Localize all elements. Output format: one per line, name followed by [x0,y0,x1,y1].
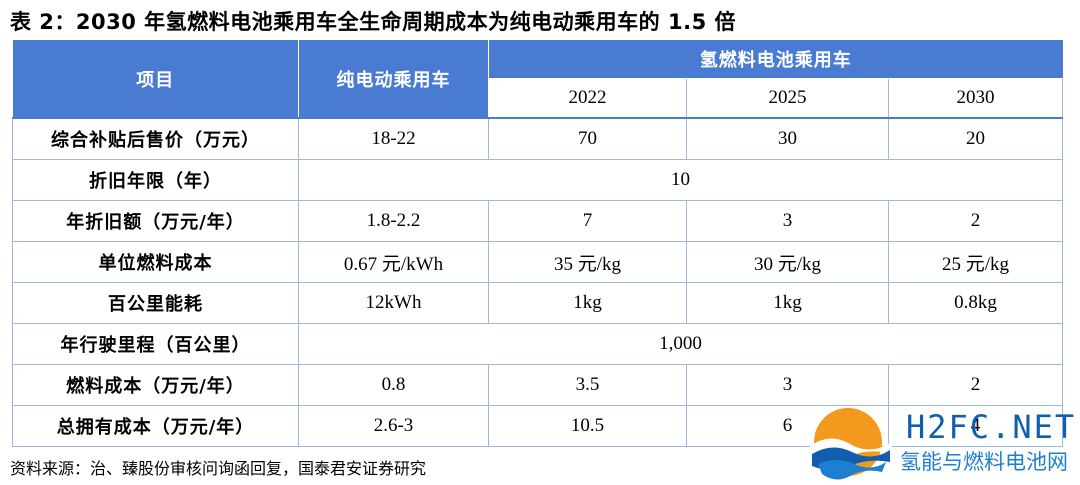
cell-ev: 12kWh [298,282,489,324]
cell-2022: 3.5 [488,364,687,406]
header-fcv: 氢燃料电池乘用车 [488,40,1063,79]
row-label: 年行驶里程（百公里） [12,323,299,365]
row-label: 总拥有成本（万元/年） [12,405,299,447]
cell-2030: 0.8kg [888,282,1064,324]
cell-2025: 30 [686,117,889,160]
table-row: 燃料成本（万元/年） 0.8 3.5 3 2 [12,364,1064,406]
cell-ev: 2.6-3 [298,405,489,447]
row-label: 折旧年限（年） [12,159,299,201]
watermark-logo-text: H2FC.NET [906,408,1077,446]
cell-ev: 0.8 [298,364,489,406]
row-label: 单位燃料成本 [12,241,299,283]
cell-2025: 30 元/kg [686,241,889,283]
cell-2022: 10.5 [488,405,687,447]
cell-ev: 18-22 [298,117,489,160]
table-row: 年折旧额（万元/年） 1.8-2.2 7 3 2 [12,200,1064,242]
cell-2025: 3 [686,364,889,406]
cell-2025: 3 [686,200,889,242]
table-title: 表 2：2030 年氢燃料电池乘用车全生命周期成本为纯电动乘用车的 1.5 倍 [10,10,737,34]
cell-merged: 1,000 [298,323,1064,365]
header-item: 项目 [12,40,299,119]
watermark: H2FC.NET 氢能与燃料电池网 [800,402,1074,482]
table-row: 综合补贴后售价（万元） 18-22 70 30 20 [12,117,1064,160]
cell-2030: 25 元/kg [888,241,1064,283]
cell-2022: 35 元/kg [488,241,687,283]
cost-table: 项目 纯电动乘用车 氢燃料电池乘用车 2022 2025 2030 综合补贴后售… [12,40,1064,447]
cell-2030: 20 [888,117,1064,160]
table-row: 折旧年限（年） 10 [12,159,1064,201]
row-label: 年折旧额（万元/年） [12,200,299,242]
cell-ev: 1.8-2.2 [298,200,489,242]
cell-2022: 7 [488,200,687,242]
cell-2030: 2 [888,200,1064,242]
cell-2030: 4 [888,405,1064,447]
cell-2022: 1kg [488,282,687,324]
table-row: 年行驶里程（百公里） 1,000 [12,323,1064,365]
table-row: 单位燃料成本 0.67 元/kWh 35 元/kg 30 元/kg 25 元/k… [12,241,1064,283]
header-year-2025: 2025 [686,78,889,119]
header-year-2022: 2022 [488,78,687,119]
row-label: 燃料成本（万元/年） [12,364,299,406]
h2fc-logo-icon [810,408,892,480]
row-label: 百公里能耗 [12,282,299,324]
header-year-2030: 2030 [888,78,1064,119]
cell-merged: 10 [298,159,1064,201]
cell-2022: 70 [488,117,687,160]
watermark-sub-text: 氢能与燃料电池网 [900,450,1068,474]
cell-2025: 1kg [686,282,889,324]
table-row: 总拥有成本（万元/年） 2.6-3 10.5 6 4 [12,405,1064,447]
cell-2030: 2 [888,364,1064,406]
source-note: 资料来源：治、臻股份审核问询函回复，国泰君安证券研究 [10,459,427,478]
row-label: 综合补贴后售价（万元） [12,117,299,160]
header-ev: 纯电动乘用车 [298,40,489,119]
cell-ev: 0.67 元/kWh [298,241,489,283]
table-row: 百公里能耗 12kWh 1kg 1kg 0.8kg [12,282,1064,324]
